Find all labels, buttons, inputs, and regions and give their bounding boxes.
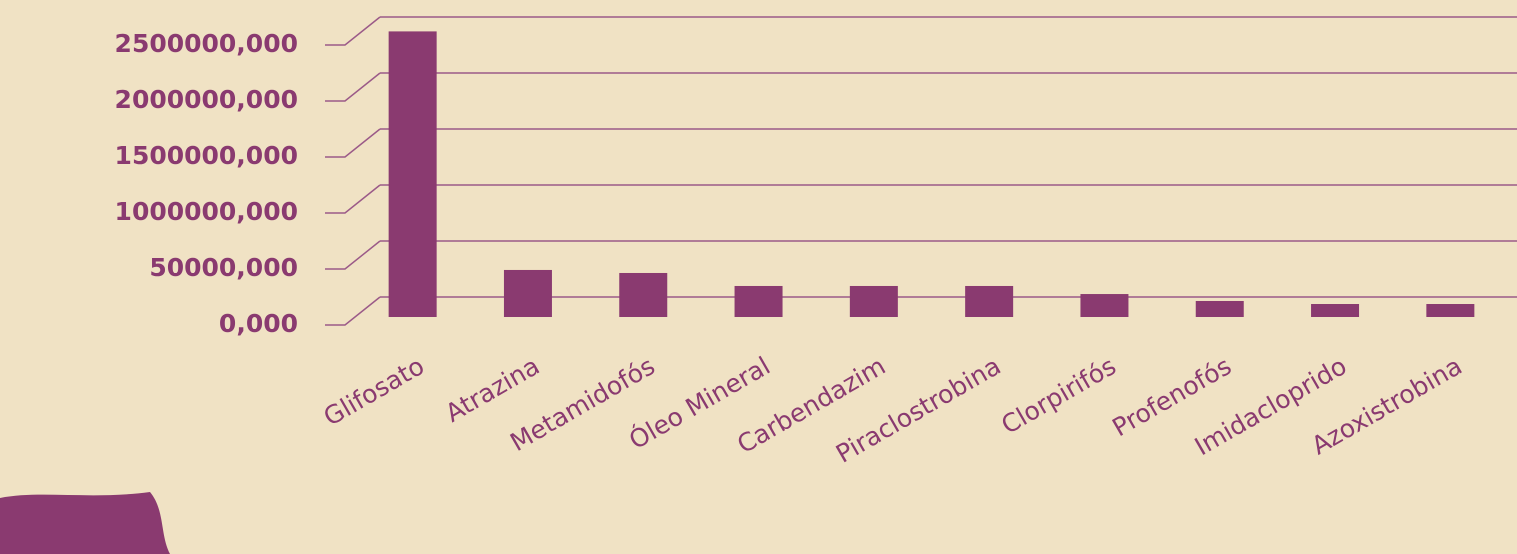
bar xyxy=(1080,294,1129,317)
grid-line-side xyxy=(325,296,381,326)
bar xyxy=(1195,300,1244,317)
y-tick-label: 1500000,000 xyxy=(115,141,298,170)
grid-line-side xyxy=(325,16,381,46)
bar xyxy=(734,285,783,317)
bar xyxy=(619,272,668,317)
bar xyxy=(965,285,1014,317)
y-tick-label: 0,000 xyxy=(219,309,298,338)
y-tick-label: 50000,000 xyxy=(149,253,298,282)
grid-line-side xyxy=(325,128,381,158)
grid-line-side xyxy=(325,72,381,102)
bar xyxy=(849,285,898,317)
grid-line-side xyxy=(325,184,381,214)
bar xyxy=(1426,304,1475,317)
grid-line-side xyxy=(325,240,381,270)
bar xyxy=(388,31,437,318)
y-tick-label: 2000000,000 xyxy=(115,85,298,114)
brush-decoration xyxy=(0,492,170,554)
y-tick-label: 2500000,000 xyxy=(115,29,298,58)
bar xyxy=(1311,304,1360,317)
y-tick-label: 1000000,000 xyxy=(115,197,298,226)
bar xyxy=(503,269,552,317)
